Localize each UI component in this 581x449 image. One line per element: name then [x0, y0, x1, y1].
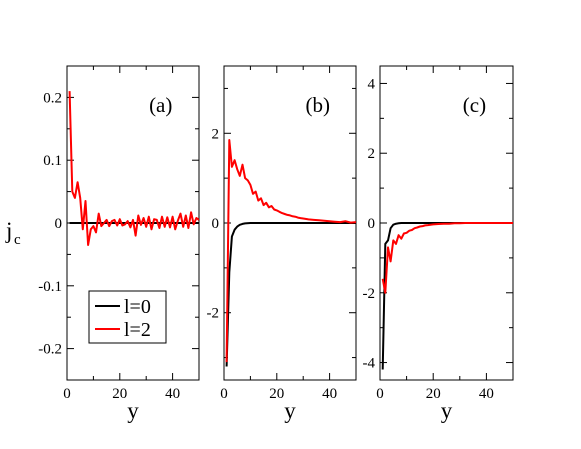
panel-c: 0 20 40 -4 -2 0 2 4 y (c)	[363, 65, 514, 423]
x-axis-title: y	[441, 398, 453, 423]
y-axis-title-subscript: c	[14, 232, 21, 248]
x-axis-title: y	[284, 398, 296, 423]
x-axis-title: y	[127, 398, 139, 423]
y-tick-label: 0.2	[43, 90, 62, 106]
legend-box	[88, 290, 167, 344]
x-tick-label: 40	[479, 386, 494, 402]
y-tick-label: -0.2	[38, 342, 62, 358]
series-line-l2	[68, 91, 199, 246]
y-tick-label: 0.1	[43, 153, 62, 169]
y-tick-label: 4	[368, 76, 376, 92]
legend-label: l=0	[124, 296, 151, 318]
panel-a: 0 20 40 -0.2 -0.1 0 0.1 0.2 y (a)	[38, 65, 200, 423]
legend-label: l=2	[124, 319, 151, 341]
y-axis-title: j c	[5, 218, 21, 248]
series-line-l2	[225, 139, 356, 363]
series-line-l2	[381, 222, 513, 294]
panel-label: (c)	[463, 93, 486, 117]
panel-b: 0 20 40 -2 0 2 y (b)	[207, 65, 357, 423]
x-tick-label: 0	[376, 386, 384, 402]
x-tick-label: 20	[426, 386, 441, 402]
x-tick-label: 40	[165, 386, 180, 402]
y-tick-label: 0	[55, 216, 63, 232]
series-line-l0	[381, 222, 513, 370]
y-tick-label: 2	[368, 146, 376, 162]
x-tick-label: 0	[63, 386, 71, 402]
x-tick-label: 20	[112, 386, 127, 402]
x-tick-label: 20	[269, 386, 284, 402]
y-tick-label: -2	[207, 306, 220, 322]
series-line-l0	[225, 222, 356, 367]
x-tick-label: 40	[322, 386, 337, 402]
panel-label: (a)	[149, 93, 172, 117]
legend: l=0l=2	[88, 290, 167, 344]
y-tick-label: 0	[368, 216, 376, 232]
y-tick-label: -2	[363, 286, 376, 302]
y-tick-label: 0	[212, 216, 220, 232]
y-tick-label: -0.1	[38, 279, 62, 295]
y-tick-label: -4	[363, 356, 376, 372]
panel-label: (b)	[305, 93, 330, 117]
x-tick-label: 0	[220, 386, 228, 402]
y-tick-label: 2	[212, 126, 220, 142]
y-axis-title-main: j	[5, 218, 12, 243]
